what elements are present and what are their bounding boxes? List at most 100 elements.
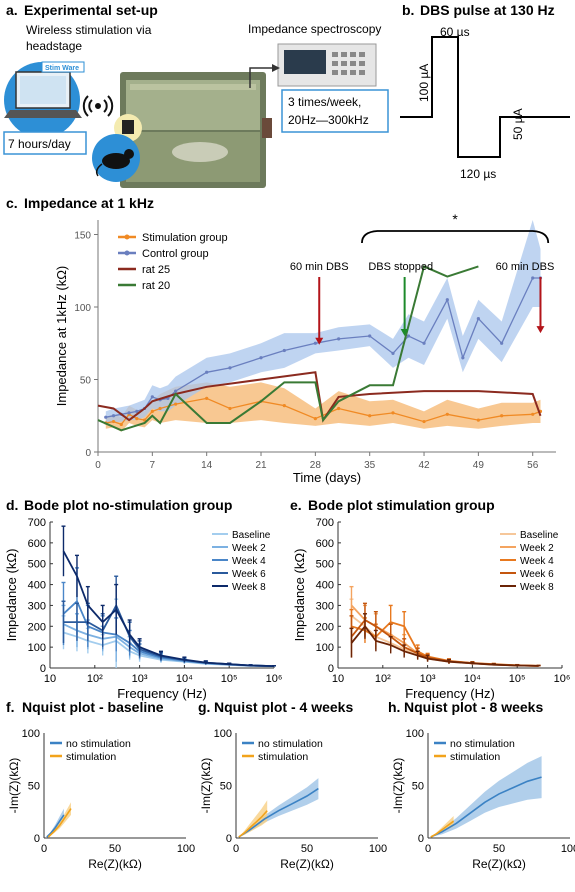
x-tick-label: 10	[44, 673, 56, 685]
point-control-group	[476, 317, 480, 321]
y-tick-label: 0	[34, 833, 40, 845]
y-axis-label: Impedance at 1kHz (kΩ)	[54, 266, 69, 407]
nyquist-4weeks-chart: 0 50 100 0 50 100 Re(Z)(kΩ) -Im(Z)(kΩ) no stimul…	[199, 728, 387, 871]
y-tick-label: 50	[28, 781, 40, 793]
legend-label-week-2: Week 2	[232, 543, 266, 554]
wireless-label-2: headstage	[26, 39, 82, 53]
x-tick-label: 100	[561, 843, 575, 855]
point-stimulation-group	[313, 417, 317, 421]
x-tick-label: 28	[310, 460, 322, 471]
panel-g: g. Nquist plot - 4 weeks 0 50 100 0 50 100 Re(…	[198, 699, 387, 871]
impedance-analyzer-icon	[277, 43, 377, 87]
amplitude-negative: 50 µA	[511, 108, 525, 140]
series-line-week-8	[350, 624, 539, 667]
point-stimulation-group	[368, 414, 372, 418]
point-stimulation-group	[205, 396, 209, 400]
point-stimulation-group	[111, 419, 116, 424]
band-stimulation	[48, 802, 71, 837]
x-axis-label: Re(Z)(kΩ)	[472, 857, 526, 871]
frequency-box-line1: 3 times/week,	[288, 95, 361, 109]
x-tick-label: 56	[527, 460, 539, 471]
band-stimulation	[238, 800, 268, 837]
y-tick-label: 700	[28, 517, 46, 529]
point-control-group	[205, 370, 209, 374]
annotation-dbs-stopped: DBS stopped	[368, 261, 433, 273]
x-tick-label: 49	[473, 460, 485, 471]
point-stimulation-group	[158, 406, 162, 411]
legend-label-rat-20: rat 20	[142, 280, 170, 292]
y-tick-label: 600	[28, 538, 46, 550]
x-axis-label: Time (days)	[293, 470, 361, 485]
point-control-group	[368, 334, 372, 338]
panel-g-title: Nquist plot - 4 weeks	[214, 699, 353, 715]
y-tick-label: 150	[74, 231, 91, 242]
x-tick-label: 10	[332, 673, 344, 685]
point-stimulation-group	[228, 406, 232, 411]
y-axis-label: Impedance (kΩ)	[292, 549, 307, 642]
panel-b-letter: b.	[402, 2, 414, 18]
hours-box-text: 7 hours/day	[8, 137, 71, 151]
legend-label-week-8: Week 8	[232, 582, 266, 593]
point-control-group	[445, 298, 449, 302]
x-tick-label: 50	[493, 843, 505, 855]
series-line-week-2	[350, 604, 539, 667]
panel-c-title: Impedance at 1 kHz	[24, 195, 154, 211]
x-tick-label: 0	[233, 843, 239, 855]
point-stimulation-group	[391, 411, 395, 415]
panel-d-title: Bode plot no-stimulation group	[24, 497, 232, 513]
x-tick-label: 100	[177, 843, 195, 855]
panel-h-letter: h.	[388, 699, 400, 715]
legend-label-no-stimulation: no stimulation	[66, 738, 131, 750]
x-tick-label: 10⁶	[554, 673, 571, 685]
series-line-baseline	[350, 615, 539, 667]
x-tick-label: 10⁶	[266, 673, 283, 685]
x-tick-label: 10³	[132, 673, 148, 685]
series-line-rat-25	[97, 371, 542, 423]
y-tick-label: 0	[418, 833, 424, 845]
band-stimulation	[430, 816, 454, 837]
panel-d-letter: d.	[6, 497, 18, 513]
x-axis-label: Frequency (Hz)	[117, 686, 207, 701]
x-tick-label: 21	[255, 460, 267, 471]
y-tick-label: 100	[22, 728, 40, 740]
y-tick-label: 200	[28, 621, 46, 633]
legend-label-stimulation: stimulation	[66, 751, 116, 763]
series-line-week-6	[350, 618, 539, 667]
point-control-group	[391, 351, 395, 355]
point-stimulation-group	[476, 418, 480, 422]
legend-label-week-8: Week 8	[520, 582, 554, 593]
series-line-stimulation	[47, 808, 72, 838]
x-tick-label: 50	[301, 843, 313, 855]
x-tick-label: 0	[95, 460, 101, 471]
significance-star: *	[452, 211, 458, 227]
legend-label-week-2: Week 2	[520, 543, 554, 554]
legend-label-no-stimulation: no stimulation	[450, 738, 515, 750]
rat-icon	[92, 134, 140, 182]
point-control-group	[282, 348, 286, 353]
y-tick-label: 500	[316, 559, 334, 571]
pulse-width-top: 60 µs	[440, 25, 470, 39]
x-axis-label: Frequency (Hz)	[405, 686, 495, 701]
x-tick-label: 0	[425, 843, 431, 855]
y-tick-label: 700	[316, 517, 334, 529]
legend-label-baseline: Baseline	[232, 530, 271, 541]
arrow-dbs-2-head-icon	[536, 326, 545, 334]
x-tick-label: 10²	[87, 673, 103, 685]
point-control-group	[461, 356, 465, 360]
point-control-group	[422, 341, 426, 345]
point-control-group	[104, 415, 108, 419]
y-tick-label: 50	[412, 781, 424, 793]
band-no-stimulation	[430, 756, 542, 837]
x-tick-label: 10²	[375, 673, 391, 685]
y-axis-label: -Im(Z)(kΩ)	[391, 758, 405, 814]
significance-bracket	[361, 230, 550, 244]
y-axis-label: Impedance (kΩ)	[4, 549, 19, 642]
impedance-1khz-chart: 0 7 14 21 28 35 42 49 56 0 50 100 150 Time (days) Impe…	[54, 211, 556, 485]
y-tick-label: 0	[328, 663, 334, 675]
point-stimulation-group	[174, 402, 178, 406]
x-tick-label: 10⁵	[221, 673, 238, 685]
legend-marker-control-group	[124, 250, 130, 256]
point-control-group	[174, 389, 178, 393]
panel-e: e. Bode plot stimulation group 0 100 200 30…	[290, 497, 570, 701]
